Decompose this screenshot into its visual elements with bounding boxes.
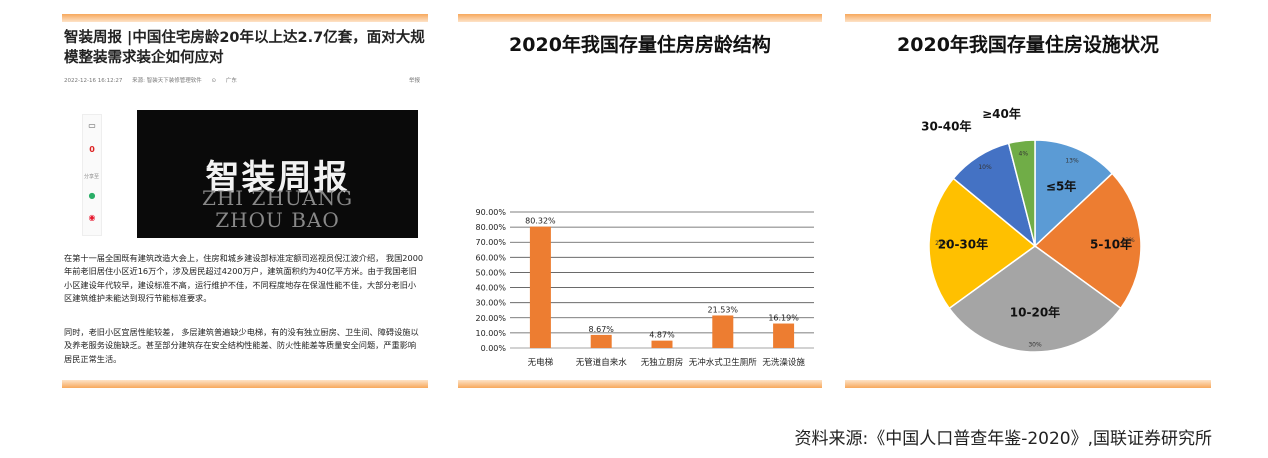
bar-chart: 0.00% 10.00% 20.00% 30.00% 40.00% 50.00% 60.00…	[475, 208, 814, 368]
pie-slice	[1034, 139, 1114, 248]
pie-category-label: 30-40年	[921, 118, 971, 133]
article-paragraph: 同时，老旧小区宜居性能较差， 多层建筑普遍缺少电梯，有的没有独立厨房、卫生间、障…	[64, 327, 419, 364]
pie-category-label: 5-10年	[1090, 236, 1132, 251]
like-icon[interactable]: 0	[89, 145, 95, 154]
pie-chart: 13% ≤5年 22%5-10年 30% 10-20年 21%20-30年 10% 30-40…	[921, 106, 1142, 353]
article-source[interactable]: 来源: 智装天下装修管理软件	[132, 78, 202, 84]
bottom-accent-bar	[458, 380, 822, 388]
pie-percent-label: 22%	[1121, 237, 1135, 244]
bottom-accent-bar	[62, 380, 428, 388]
share-sidebar: ▭ 0 分享至 ● ◉	[82, 114, 102, 236]
age-structure-chart-panel: 2020年我国存量住房设施状况 13% ≤5年 22% 5-10年 30% 10-20年 2…	[845, 14, 1211, 388]
bar	[651, 340, 673, 348]
pie-percent-label: 10%	[978, 164, 992, 171]
y-tick-label: 80.00%	[475, 223, 506, 232]
y-tick-label: 70.00%	[475, 238, 506, 247]
article-paragraph: 在第十一届全国既有建筑改造大会上，住房和城乡建设部标准定额司巡视员倪江波介绍， …	[64, 253, 424, 304]
article-panel: 智装周报 |中国住宅房龄20年以上达2.7亿套，面对大规模整装需求装企如何应对 …	[62, 14, 428, 388]
bottom-accent-bar	[845, 380, 1211, 388]
y-tick-label: 30.00%	[475, 299, 506, 308]
pie-category-label: 10-20年	[1010, 305, 1060, 320]
location-pin-icon: ⊙	[211, 78, 217, 84]
banner-pinyin-line-2: ZHOU BAO	[215, 208, 340, 232]
pie-slice	[948, 245, 1122, 353]
pie-slice	[1007, 139, 1036, 247]
bar	[773, 323, 795, 348]
top-accent-bar	[845, 14, 1211, 22]
pie-slice	[928, 177, 1037, 310]
data-label: 4.87%	[649, 331, 675, 340]
pie-percent-label: 21%	[935, 240, 949, 247]
bar	[590, 334, 612, 348]
data-label: 80.32%	[525, 217, 556, 226]
pie-percent-label: 13%	[1065, 157, 1079, 164]
weibo-icon[interactable]: ◉	[88, 213, 96, 222]
x-tick-label: 无冲水式卫生厕所	[689, 357, 758, 368]
banner-title: 智装周报	[205, 158, 350, 198]
article-title[interactable]: 智装周报 |中国住宅房龄20年以上达2.7亿套，面对大规模整装需求装企如何应对	[64, 30, 425, 66]
x-tick-label: 无洗澡设施	[762, 357, 805, 368]
bar	[529, 226, 551, 348]
comment-icon[interactable]: ▭	[88, 121, 96, 130]
chart-title: 2020年我国存量住房设施状况	[897, 34, 1159, 56]
data-label: 21.53%	[708, 305, 739, 314]
facilities-chart-panel: 2020年我国存量住房房龄结构 0.00% 10.00% 20.00% 30.00% 4…	[458, 14, 822, 388]
top-accent-bar	[458, 14, 822, 22]
bar	[712, 315, 734, 348]
chart-title: 2020年我国存量住房房龄结构	[509, 34, 771, 56]
top-accent-bar	[62, 14, 428, 22]
y-tick-label: 90.00%	[475, 208, 506, 217]
wechat-icon[interactable]: ●	[88, 191, 96, 200]
y-tick-label: 20.00%	[475, 314, 506, 323]
article-banner-image: 智装周报 ZHI ZHUANG ZHOU BAO	[137, 110, 418, 238]
x-tick-label: 无独立厨房	[641, 357, 684, 368]
article-location: 广东	[225, 78, 237, 84]
source-note: 资料来源:《中国人口普查年鉴-2020》,国联证券研究所	[794, 429, 1212, 449]
pie-percent-label: 4%	[1019, 150, 1029, 157]
y-tick-label: 60.00%	[475, 253, 506, 262]
data-label: 16.19%	[768, 314, 799, 323]
data-label: 8.67%	[588, 325, 614, 334]
pie-category-label: ≤5年	[1046, 179, 1076, 194]
pie-percent-label: 30%	[1028, 342, 1042, 349]
pie-category-label: 20-30年	[938, 237, 988, 252]
banner-pinyin-line-1: ZHI ZHUANG	[201, 186, 354, 210]
pie-category-label: ≥40年	[982, 106, 1021, 121]
y-tick-label: 50.00%	[475, 268, 506, 277]
share-label: 分享至	[84, 174, 100, 180]
article-date: 2022-12-16 16:12:27	[64, 78, 123, 84]
pie-slice	[1033, 172, 1142, 310]
article-meta: 2022-12-16 16:12:27 来源: 智装天下装修管理软件 ⊙ 广东	[64, 76, 245, 84]
x-tick-label: 无管道自来水	[576, 357, 628, 368]
y-tick-label: 0.00%	[481, 344, 507, 353]
x-tick-label: 无电梯	[528, 357, 554, 368]
y-tick-label: 40.00%	[475, 284, 506, 293]
report-link[interactable]: 举报	[408, 78, 420, 84]
y-tick-label: 10.00%	[475, 329, 506, 338]
